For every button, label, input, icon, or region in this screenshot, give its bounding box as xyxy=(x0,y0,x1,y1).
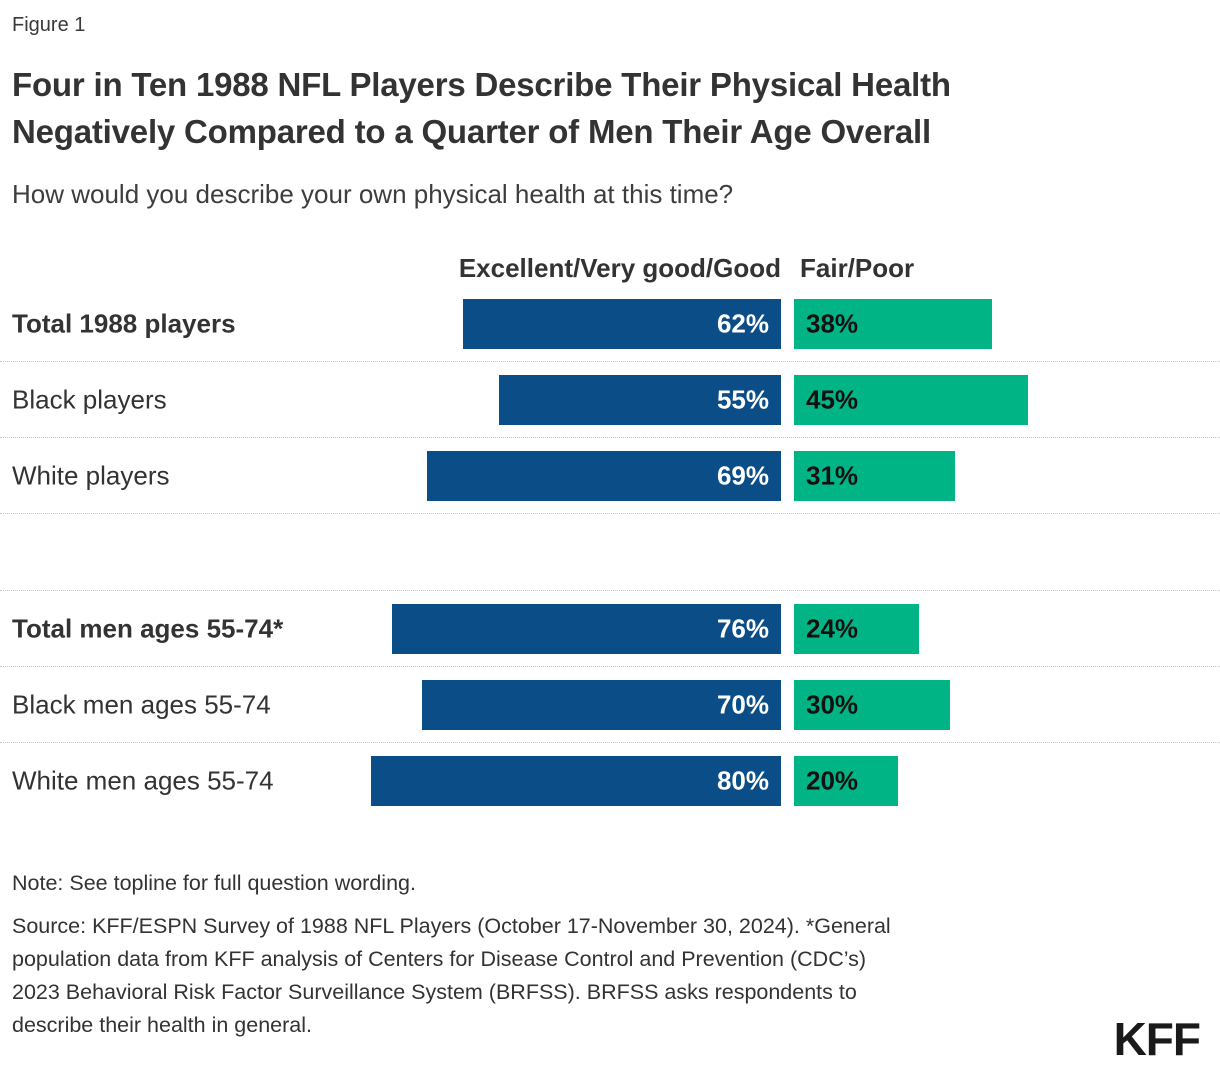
bar-fair-poor: 45% xyxy=(794,375,1028,425)
row-label: White men ages 55-74 xyxy=(12,765,274,796)
source-line-2: population data from KFF analysis of Cen… xyxy=(12,947,867,971)
bar-value-label: 70% xyxy=(716,689,769,720)
bar-excellent-very-good-good: 76% xyxy=(391,604,781,654)
bar-value-label: 30% xyxy=(806,689,859,720)
chart-row: Black men ages 55-74 70% 30% xyxy=(0,667,1220,743)
bar-excellent-very-good-good: 80% xyxy=(371,756,781,806)
source-line-4: describe their health in general. xyxy=(12,1013,312,1037)
source-line-1: Source: KFF/ESPN Survey of 1988 NFL Play… xyxy=(12,914,891,938)
bar-fair-poor: 20% xyxy=(794,756,898,806)
chart-title-line-2: Negatively Compared to a Quarter of Men … xyxy=(12,113,931,150)
source-text: Source: KFF/ESPN Survey of 1988 NFL Play… xyxy=(12,910,1072,1042)
row-label: White players xyxy=(12,460,170,490)
bar-fair-poor: 24% xyxy=(794,604,919,654)
row-label: Black men ages 55-74 xyxy=(12,689,271,719)
bar-fair-poor: 31% xyxy=(794,451,956,501)
group-spacer xyxy=(0,514,1220,591)
chart-row: Total men ages 55-74* 76% 24% xyxy=(0,591,1220,667)
bar-value-label: 20% xyxy=(806,765,859,796)
source-line-3: 2023 Behavioral Risk Factor Surveillance… xyxy=(12,980,857,1004)
note-text: Note: See topline for full question word… xyxy=(12,871,416,895)
bar-value-label: 55% xyxy=(716,384,769,415)
bar-excellent-very-good-good: 55% xyxy=(499,375,781,425)
chart-title: Four in Ten 1988 NFL Players Describe Th… xyxy=(12,61,1208,155)
chart-row: White players 69% 31% xyxy=(0,438,1220,514)
bar-value-label: 45% xyxy=(806,384,859,415)
chart-subtitle: How would you describe your own physical… xyxy=(12,179,734,209)
bar-value-label: 24% xyxy=(806,613,859,644)
bar-excellent-very-good-good: 62% xyxy=(463,299,781,349)
bar-excellent-very-good-good: 70% xyxy=(422,680,781,730)
row-label: Total 1988 players xyxy=(12,308,236,338)
figure-label: Figure 1 xyxy=(12,14,86,36)
header-excellent-very-good-good: Excellent/Very good/Good xyxy=(458,253,781,283)
kff-logo: KFF xyxy=(1113,1013,1201,1065)
bar-value-label: 31% xyxy=(806,460,859,491)
header-fair-poor: Fair/Poor xyxy=(800,253,915,283)
bar-value-label: 76% xyxy=(716,613,769,644)
chart-row: Total 1988 players 62% 38% xyxy=(0,286,1220,362)
bar-value-label: 80% xyxy=(716,765,769,796)
chart-title-line-1: Four in Ten 1988 NFL Players Describe Th… xyxy=(12,66,951,103)
column-headers: Excellent/Very good/Good Fair/Poor xyxy=(0,244,1220,286)
bar-value-label: 69% xyxy=(716,460,769,491)
chart-rows: Total 1988 players 62% 38% Black players 55%… xyxy=(0,286,1220,819)
bar-fair-poor: 38% xyxy=(794,299,992,349)
bar-value-label: 62% xyxy=(716,308,769,339)
bar-fair-poor: 30% xyxy=(794,680,950,730)
row-label: Total men ages 55-74* xyxy=(12,613,284,643)
bar-value-label: 38% xyxy=(806,308,859,339)
row-label: Black players xyxy=(12,384,167,414)
chart-row: White men ages 55-74 80% 20% xyxy=(0,743,1220,819)
bar-excellent-very-good-good: 69% xyxy=(427,451,781,501)
chart-row: Black players 55% 45% xyxy=(0,362,1220,438)
